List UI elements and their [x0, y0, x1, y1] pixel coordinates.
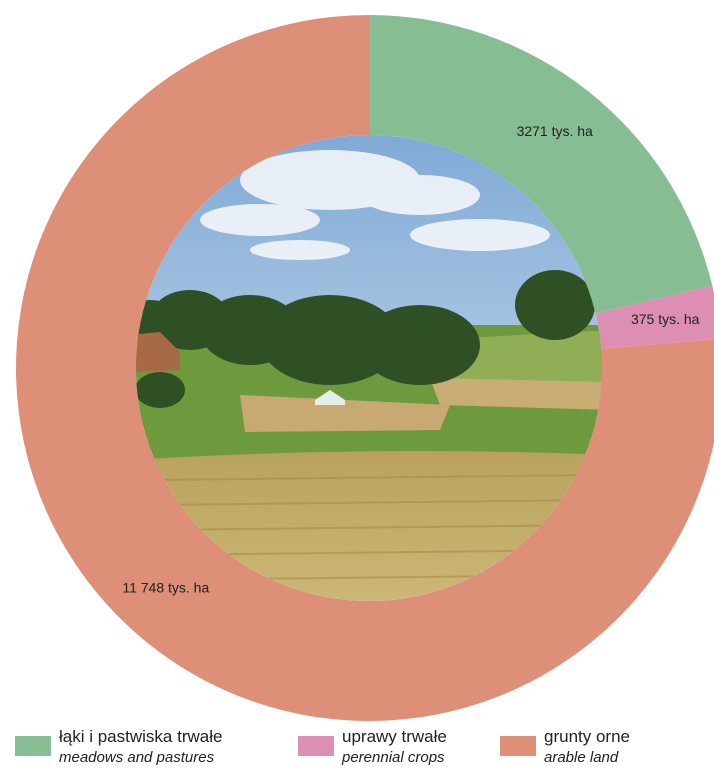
legend-label: grunty orne [544, 727, 630, 746]
value-label: 11 748 tys. ha [122, 579, 209, 595]
legend: łąki i pastwiska trwałe meadows and pastu… [15, 727, 630, 766]
legend-swatch [500, 736, 536, 756]
value-label: 3271 tys. ha [517, 123, 593, 139]
donut-segment [16, 15, 714, 721]
legend-label: łąki i pastwiska trwałe [59, 727, 222, 746]
legend-sublabel: arable land [544, 749, 619, 766]
legend-sublabel: meadows and pastures [59, 749, 215, 766]
donut-segment [595, 285, 714, 349]
legend-sublabel: perennial crops [341, 749, 445, 766]
value-label: 375 tys. ha [631, 311, 700, 327]
legend-swatch [298, 736, 334, 756]
legend-swatch [15, 736, 51, 756]
legend-label: uprawy trwałe [342, 727, 447, 746]
donut-segment [369, 15, 713, 314]
